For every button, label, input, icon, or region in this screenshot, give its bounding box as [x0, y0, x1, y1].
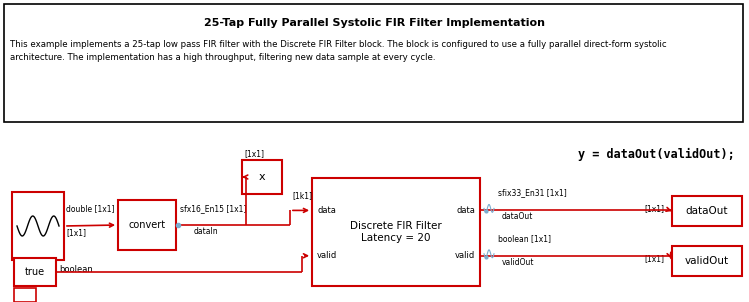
Text: dataIn: dataIn	[194, 227, 219, 236]
Text: 25-Tap Fully Parallel Systolic FIR Filter Implementation: 25-Tap Fully Parallel Systolic FIR Filte…	[204, 18, 545, 28]
Bar	[118, 200, 176, 250]
Bar	[12, 192, 64, 260]
Text: boolean: boolean	[59, 265, 93, 275]
Text: validOut: validOut	[685, 256, 729, 266]
Text: [1x1]: [1x1]	[66, 228, 86, 237]
Text: Discrete FIR Filter
Latency = 20: Discrete FIR Filter Latency = 20	[350, 221, 442, 243]
Bar	[312, 178, 480, 286]
Text: [1x1]: [1x1]	[644, 204, 664, 213]
Text: double [1x1]: double [1x1]	[66, 204, 115, 213]
Text: [1x1]: [1x1]	[244, 149, 264, 158]
Text: boolean [1x1]: boolean [1x1]	[498, 234, 551, 243]
Bar	[242, 160, 282, 194]
Text: convert: convert	[128, 220, 166, 230]
Text: x: x	[258, 172, 265, 182]
Text: [1k1]: [1k1]	[292, 191, 312, 201]
Text: sfix33_En31 [1x1]: sfix33_En31 [1x1]	[498, 188, 567, 198]
Text: data: data	[317, 206, 336, 215]
Text: valid: valid	[455, 251, 475, 260]
Text: true: true	[25, 267, 45, 277]
Text: valid: valid	[317, 251, 337, 260]
Bar	[14, 258, 56, 286]
Text: y = dataOut(validOut);: y = dataOut(validOut);	[578, 148, 735, 161]
Text: sfx16_En15 [1x1]: sfx16_En15 [1x1]	[180, 204, 246, 213]
Bar	[4, 4, 743, 122]
Bar	[672, 196, 742, 226]
Bar	[14, 288, 36, 302]
Text: dataOut: dataOut	[502, 212, 533, 221]
Text: validOut: validOut	[502, 258, 535, 267]
Text: dataOut: dataOut	[686, 206, 728, 216]
Text: This example implements a 25-tap low pass FIR filter with the Discrete FIR Filte: This example implements a 25-tap low pas…	[10, 40, 667, 62]
Text: [1x1]: [1x1]	[644, 254, 664, 263]
Text: data: data	[456, 206, 475, 215]
Bar	[672, 246, 742, 276]
